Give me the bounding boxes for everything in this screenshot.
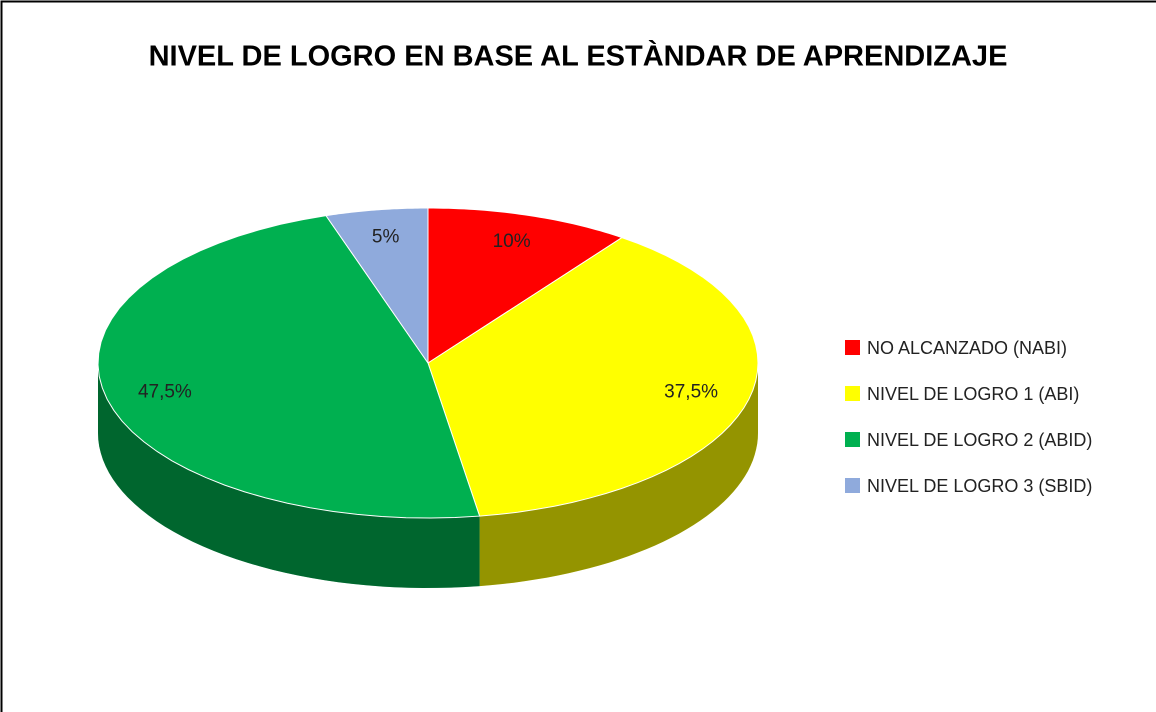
slice	[427, 237, 759, 517]
legend-label: NIVEL DE LOGRO 1 (ABI)	[867, 384, 1080, 404]
pie-sides	[98, 363, 758, 588]
legend-swatch	[845, 386, 860, 401]
slice-side	[479, 363, 758, 587]
legend-item: NIVEL DE LOGRO 1 (ABI)	[845, 380, 1120, 408]
data-labels: 10% 37,5% 47,5% 5%	[138, 226, 718, 402]
chart-title: NIVEL DE LOGRO EN BASE AL ESTÀNDAR DE AP…	[149, 39, 1008, 73]
legend-swatch	[845, 432, 860, 447]
data-label: 37,5%	[664, 382, 718, 403]
legend-swatch	[845, 478, 860, 493]
legend-item: NIVEL DE LOGRO 3 (SBID)	[845, 472, 1120, 500]
slice-side-shade	[98, 363, 480, 588]
slice-side	[98, 363, 480, 588]
legend-label: NIVEL DE LOGRO 2 (ABID)	[867, 430, 1093, 450]
legend-item: NO ALCANZADO (NABI)	[845, 334, 1120, 362]
slice-side-shade	[479, 363, 758, 587]
data-label: 10%	[493, 231, 531, 252]
legend-label: NO ALCANZADO (NABI)	[867, 338, 1068, 358]
data-label: 47,5%	[138, 382, 192, 403]
slice	[325, 207, 429, 365]
slice	[427, 207, 624, 364]
legend: NO ALCANZADO (NABI) NIVEL DE LOGRO 1 (ABI…	[845, 334, 1120, 518]
legend-label: NIVEL DE LOGRO 3 (SBID)	[867, 476, 1093, 496]
data-label: 5%	[372, 226, 400, 247]
legend-swatch	[845, 340, 860, 355]
slice	[97, 215, 481, 519]
legend-item: NIVEL DE LOGRO 2 (ABID)	[845, 426, 1120, 454]
pie-tops	[97, 207, 759, 519]
